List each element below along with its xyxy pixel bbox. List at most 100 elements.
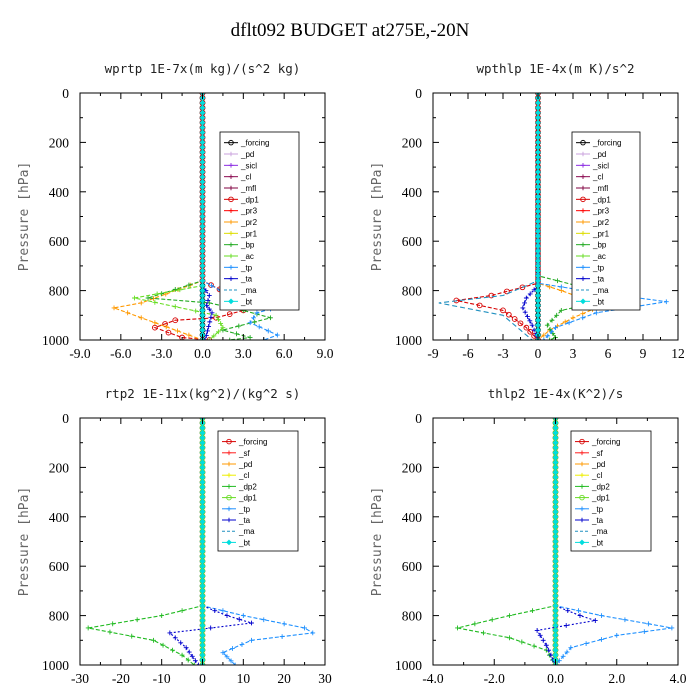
marker-circle [226,438,232,445]
y-tick-label: 200 [402,135,423,150]
marker-plus [580,311,586,317]
x-tick-label: 0 [199,671,206,686]
y-tick-label: 0 [62,411,69,426]
marker-plus [265,328,271,334]
marker-circle [226,494,232,501]
marker-circle [476,302,483,309]
marker-plus [579,461,585,467]
marker-plus [522,309,528,315]
y-tick-label: 200 [49,460,70,475]
marker-plus [107,629,113,635]
y-axis-label: Pressure [hPa] [17,487,32,597]
marker-plus [558,307,564,313]
legend-label: _bt [592,297,605,306]
marker-circle [523,324,530,331]
marker-plus [527,291,533,297]
marker-plus [576,608,581,614]
marker-plus [537,632,543,638]
marker-plus [179,608,185,614]
marker-circle [505,311,512,318]
y-tick-label: 0 [62,86,69,101]
marker-plus [134,617,140,623]
marker-plus [183,645,189,651]
marker-plus [208,314,214,320]
marker-circle [579,438,585,445]
marker-plus [230,646,235,651]
x-tick-label: 30 [318,671,332,686]
marker-plus [160,642,166,648]
marker-plus [228,151,234,157]
marker-plus [193,308,199,314]
marker-diamond [580,298,586,305]
marker-plus [220,608,226,614]
marker-plus [563,623,569,628]
marker-plus [178,640,184,646]
legend-label: _forcing [240,139,269,148]
marker-plus [568,645,574,651]
y-tick-label: 600 [402,559,423,574]
y-tick-label: 400 [402,510,423,525]
y-tick-label: 1000 [395,333,422,348]
legend-label: _tp [591,505,604,514]
marker-plus [547,326,553,332]
marker-circle [152,324,158,331]
x-tick-label: 0 [535,346,542,361]
legend-label: _dp1 [592,195,611,204]
marker-plus [205,328,210,334]
marker-plus [579,506,585,512]
marker-plus [249,637,254,643]
marker-plus [261,617,267,623]
legend-label: _ac [592,252,606,261]
marker-plus [228,174,234,179]
panel-2: wpthlp 1E-4x(m K)/s^2 Pressure [hPa] 0 200 4… [370,61,685,361]
marker-plus [254,310,260,316]
y-tick-label: 400 [402,185,423,200]
marker-plus [236,323,242,329]
legend-label: _pr2 [592,218,610,227]
marker-circle [500,307,506,314]
x-tick-label: 9 [640,346,647,361]
marker-diamond [228,298,234,305]
marker-plus [570,315,576,321]
series-line-dp2 [88,418,204,665]
legend-label: _mfl [240,184,256,193]
y-tick-label: 800 [402,284,423,299]
marker-plus [125,310,131,316]
panel-3: rtp2 1E-11x(kg^2)/(kg^2 s) Pressure [hPa]… [17,386,332,686]
marker-circle [226,311,233,317]
marker-plus [170,647,175,653]
marker-diamond [226,539,232,546]
marker-plus [227,337,233,340]
x-tick-label: 4.0 [670,671,687,686]
panel-title: rtp2 1E-11x(kg^2)/(kg^2 s) [105,386,301,401]
y-tick-label: 0 [415,86,422,101]
legend-label: _cl [591,471,602,480]
marker-plus [145,295,151,301]
x-tick-label: -6.0 [110,346,132,361]
marker-plus [211,333,217,339]
legend-label: _pr2 [240,218,258,227]
marker-plus [541,337,547,340]
y-tick-label: 600 [402,234,423,249]
legend-label: _ac [240,252,254,261]
marker-plus [531,643,537,649]
marker-circle [579,494,585,501]
marker-plus [215,317,221,322]
marker-plus [228,185,234,191]
y-tick-label: 800 [49,284,70,299]
x-tick-label: -3 [497,346,508,361]
marker-circle [580,196,586,203]
marker-plus [302,625,307,631]
marker-plus [534,628,540,633]
marker-plus [206,293,212,298]
marker-plus [599,613,604,618]
marker-plus [226,450,232,456]
marker-plus [213,312,219,318]
marker-plus [209,310,215,316]
y-tick-label: 200 [402,460,423,475]
marker-plus [138,315,144,321]
legend-label: _ma [592,286,609,295]
marker-plus [111,305,117,311]
marker-plus [179,652,185,658]
marker-plus [564,649,570,655]
